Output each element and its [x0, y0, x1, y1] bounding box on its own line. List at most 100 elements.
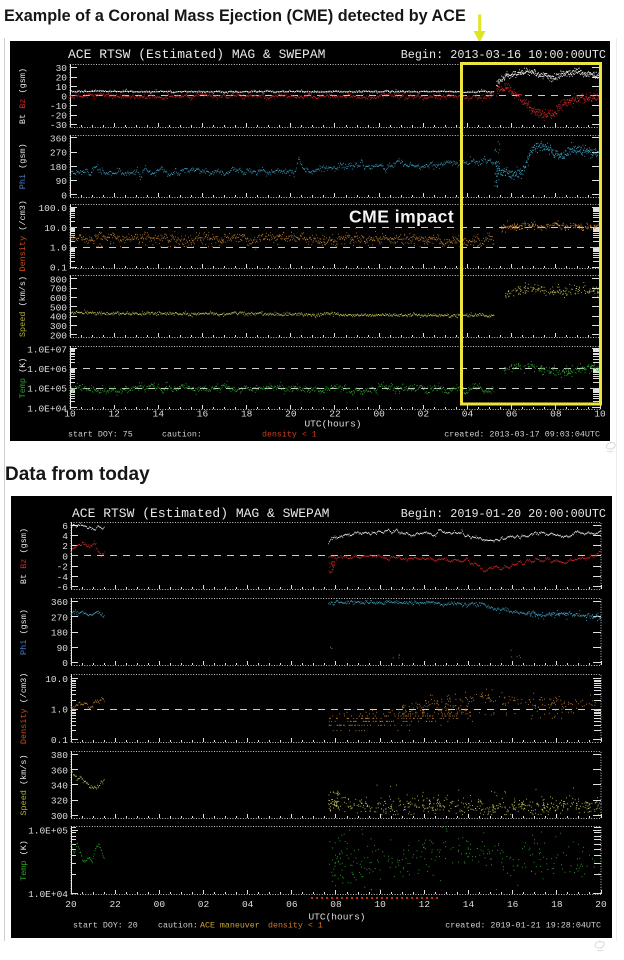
svg-text:-30: -30	[50, 120, 67, 131]
svg-text:06: 06	[506, 409, 518, 420]
svg-text:0: 0	[62, 658, 68, 669]
svg-text:18: 18	[551, 899, 563, 910]
svg-text:10.0: 10.0	[45, 674, 68, 685]
svg-text:06: 06	[286, 899, 298, 910]
svg-text:start DOY: 75: start DOY: 75	[68, 431, 133, 440]
svg-text:Phi (gsm): Phi (gsm)	[19, 609, 29, 655]
svg-text:16: 16	[507, 899, 519, 910]
svg-text:300: 300	[51, 811, 68, 822]
svg-text:0: 0	[62, 551, 68, 562]
svg-text:20: 20	[56, 73, 68, 84]
svg-text:caution:: caution:	[158, 921, 198, 931]
svg-text:1.0E+05: 1.0E+05	[27, 384, 67, 395]
svg-text:0.1: 0.1	[50, 263, 67, 274]
svg-text:200: 200	[50, 330, 67, 341]
svg-text:1.0: 1.0	[50, 243, 67, 254]
svg-text:700: 700	[50, 284, 67, 295]
svg-text:300: 300	[50, 321, 67, 332]
svg-text:02: 02	[198, 899, 210, 910]
svg-text:Speed (km/s): Speed (km/s)	[19, 754, 29, 815]
svg-text:created: 2019-01-21 19:28:04UT: created: 2019-01-21 19:28:04UTC	[445, 921, 601, 931]
svg-text:22: 22	[329, 409, 341, 420]
svg-text:0.1: 0.1	[51, 735, 68, 746]
svg-text:800: 800	[50, 274, 67, 285]
svg-text:270: 270	[50, 148, 67, 159]
svg-text:14: 14	[153, 409, 165, 420]
svg-text:04: 04	[462, 409, 474, 420]
svg-text:340: 340	[51, 781, 68, 792]
svg-text:density < 1: density < 1	[262, 430, 317, 440]
svg-text:6: 6	[62, 521, 68, 532]
svg-text:100.0: 100.0	[38, 203, 67, 214]
svg-text:20: 20	[65, 899, 77, 910]
svg-text:380: 380	[51, 750, 68, 761]
svg-text:0: 0	[61, 92, 67, 103]
svg-text:1.0E+04: 1.0E+04	[28, 889, 68, 900]
svg-text:-6: -6	[57, 582, 69, 593]
svg-text:ACE RTSW (Estimated) MAG & SWE: ACE RTSW (Estimated) MAG & SWEPAM	[72, 506, 329, 521]
svg-text:180: 180	[51, 628, 68, 639]
svg-text:start DOY: 20: start DOY: 20	[73, 922, 138, 931]
svg-text:20: 20	[595, 899, 607, 910]
svg-text:90: 90	[56, 176, 68, 187]
svg-text:180: 180	[50, 162, 67, 173]
svg-text:1.0E+07: 1.0E+07	[27, 344, 67, 355]
svg-text:Temp (K): Temp (K)	[18, 358, 28, 399]
svg-text:12: 12	[419, 899, 431, 910]
svg-text:Temp (K): Temp (K)	[19, 840, 29, 881]
svg-text:Bt Bz (gsm): Bt Bz (gsm)	[18, 68, 28, 124]
svg-text:1.0E+04: 1.0E+04	[27, 403, 67, 414]
svg-text:22: 22	[109, 899, 121, 910]
svg-text:08: 08	[550, 409, 562, 420]
svg-text:02: 02	[418, 409, 430, 420]
svg-text:Density (/cm3): Density (/cm3)	[19, 673, 29, 744]
svg-text:16: 16	[197, 409, 209, 420]
svg-text:density < 1: density < 1	[268, 921, 323, 931]
svg-text:20: 20	[285, 409, 297, 420]
svg-text:12: 12	[108, 409, 120, 420]
svg-text:270: 270	[51, 612, 68, 623]
svg-text:10: 10	[56, 82, 68, 93]
svg-text:18: 18	[241, 409, 253, 420]
svg-text:0: 0	[61, 190, 67, 201]
svg-text:00: 00	[373, 409, 385, 420]
svg-text:10: 10	[374, 899, 386, 910]
svg-text:Density (/cm3): Density (/cm3)	[18, 200, 28, 271]
svg-text:600: 600	[50, 293, 67, 304]
svg-text:360: 360	[50, 133, 67, 144]
svg-text:08: 08	[330, 899, 342, 910]
svg-text:90: 90	[57, 643, 69, 654]
svg-text:ACE maneuver: ACE maneuver	[200, 922, 260, 931]
svg-text:-2: -2	[57, 562, 69, 573]
svg-text:Phi (gsm): Phi (gsm)	[18, 143, 28, 189]
svg-text:500: 500	[50, 302, 67, 313]
svg-text:caution:: caution:	[162, 430, 202, 440]
svg-text:2: 2	[62, 541, 68, 552]
svg-text:1.0E+05: 1.0E+05	[28, 826, 68, 837]
svg-text:10: 10	[64, 409, 76, 420]
svg-text:Bt Bz (gsm): Bt Bz (gsm)	[19, 528, 29, 584]
svg-text:UTC(hours): UTC(hours)	[304, 419, 361, 430]
svg-text:-4: -4	[57, 572, 69, 583]
svg-text:400: 400	[50, 312, 67, 323]
svg-text:1.0: 1.0	[51, 705, 68, 716]
svg-text:CME impact: CME impact	[349, 207, 454, 227]
svg-text:Speed (km/s): Speed (km/s)	[18, 276, 28, 337]
svg-text:ACE RTSW (Estimated) MAG & SWE: ACE RTSW (Estimated) MAG & SWEPAM	[68, 47, 325, 62]
svg-text:360: 360	[51, 765, 68, 776]
svg-text:10: 10	[594, 409, 606, 420]
svg-text:created: 2013-03-17 09:03:04UT: created: 2013-03-17 09:03:04UTC	[444, 430, 600, 440]
svg-text:Begin: 2019-01-20 20:00:00UTC: Begin: 2019-01-20 20:00:00UTC	[401, 507, 606, 521]
svg-text:04: 04	[242, 899, 254, 910]
svg-text:14: 14	[463, 899, 475, 910]
svg-text:360: 360	[51, 597, 68, 608]
svg-text:UTC(hours): UTC(hours)	[308, 912, 365, 923]
svg-text:-10: -10	[50, 101, 67, 112]
svg-text:1.0E+06: 1.0E+06	[27, 364, 67, 375]
svg-text:4: 4	[62, 531, 68, 542]
svg-text:Begin: 2013-03-16 10:00:00UTC: Begin: 2013-03-16 10:00:00UTC	[401, 48, 606, 62]
svg-text:10.0: 10.0	[44, 223, 67, 234]
svg-text:-20: -20	[50, 111, 67, 122]
svg-text:30: 30	[56, 63, 68, 74]
svg-text:00: 00	[154, 899, 166, 910]
